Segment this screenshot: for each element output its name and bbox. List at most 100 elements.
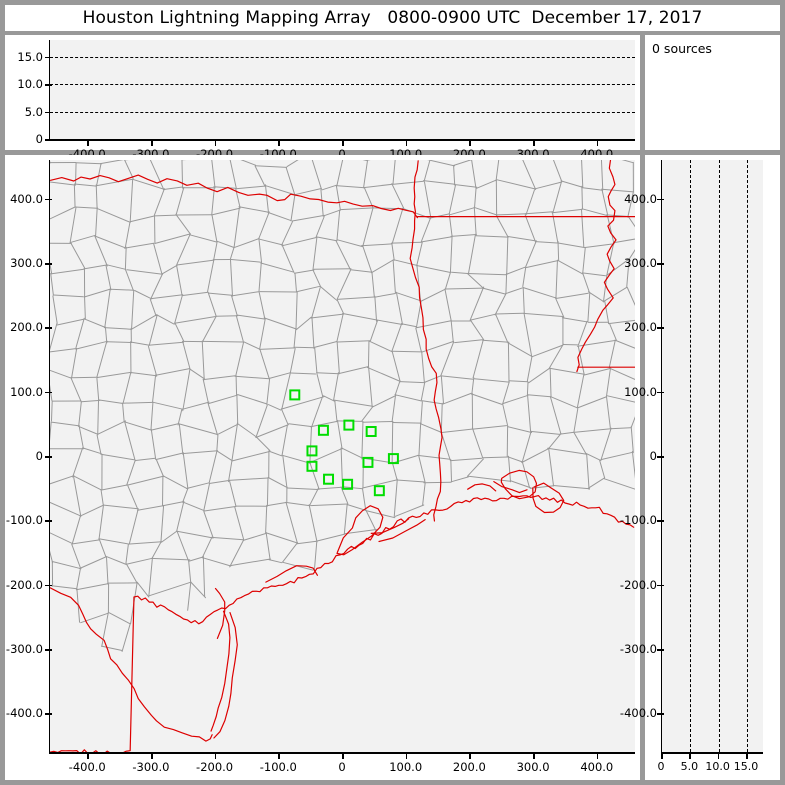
county-boundary-segment: [482, 287, 506, 295]
county-boundary-segment: [400, 323, 418, 328]
county-boundary-segment: [369, 319, 379, 342]
county-boundary-segment: [335, 185, 341, 211]
county-boundary-segment: [391, 350, 422, 353]
county-boundary-segment: [309, 448, 343, 464]
county-boundary-segment: [96, 163, 102, 186]
county-boundary-segment: [50, 421, 52, 442]
y-axis-tick: [45, 139, 52, 141]
bay-barrier-island: [370, 518, 410, 534]
county-boundary-segment: [290, 372, 317, 375]
county-boundary-segment: [495, 215, 509, 237]
county-boundary-segment: [391, 421, 394, 464]
county-boundary-segment: [391, 350, 401, 383]
county-boundary-segment: [156, 314, 175, 325]
galveston-island: [378, 519, 426, 543]
county-boundary-segment: [394, 504, 425, 517]
x-axis-tick: [533, 139, 535, 146]
county-boundary-segment: [423, 160, 431, 181]
county-boundary-segment: [281, 454, 312, 464]
county-boundary-segment: [208, 292, 233, 296]
lma-station-markers: [289, 389, 399, 497]
county-boundary-segment: [70, 376, 98, 379]
county-boundary-segment: [334, 400, 338, 423]
county-boundary-segment: [466, 458, 484, 477]
county-boundary-segment: [391, 208, 404, 245]
lma-station-marker: [342, 478, 354, 490]
padre-island: [213, 612, 238, 739]
y-axis-tick: [45, 520, 52, 522]
county-boundary-segment: [606, 215, 615, 244]
county-boundary-segment: [450, 457, 483, 462]
county-boundary-segment: [294, 188, 322, 196]
y-axis-tick-label: 300.0: [624, 255, 657, 270]
county-boundary-segment: [155, 452, 185, 460]
y-axis-tick-label: -100.0: [619, 513, 657, 528]
x-axis-tick-label: 200.0: [452, 760, 486, 774]
county-boundary-segment: [96, 341, 108, 378]
county-boundary-segment: [392, 462, 398, 480]
county-boundary-segment: [371, 259, 395, 274]
county-boundary-segment: [440, 402, 443, 433]
county-boundary-segment: [259, 348, 270, 380]
county-boundary-segment: [294, 272, 297, 293]
county-boundary-segment: [296, 316, 312, 330]
county-boundary-segment: [366, 366, 400, 382]
y-axis-tick-label: 10.0: [17, 77, 43, 91]
county-boundary-segment: [84, 295, 86, 319]
county-boundary-segment: [471, 427, 484, 459]
county-boundary-segment: [320, 189, 324, 217]
county-boundary-segment: [51, 585, 78, 590]
county-boundary-segment: [362, 207, 374, 247]
county-boundary-segment: [587, 292, 591, 323]
x-axis-tick: [661, 752, 663, 759]
county-boundary-segment: [391, 244, 395, 261]
county-boundary-segment: [258, 237, 263, 263]
texas-louisiana-border: [409, 160, 443, 522]
county-boundary-segment: [474, 207, 498, 216]
gridline-horizontal: [50, 56, 635, 58]
county-boundary-segment: [108, 612, 131, 625]
county-boundary-segment: [163, 186, 183, 190]
county-boundary-segment: [505, 272, 508, 294]
county-boundary-segment: [376, 319, 403, 325]
county-boundary-segment: [308, 488, 319, 507]
county-boundary-segment: [523, 312, 564, 317]
x-axis-tick: [405, 752, 408, 759]
y-axis-tick: [657, 520, 664, 522]
county-boundary-segment: [281, 243, 295, 273]
county-boundary-segment: [125, 543, 129, 564]
county-boundary-segment: [627, 191, 634, 218]
county-boundary-segment: [203, 483, 211, 511]
county-boundary-segment: [336, 313, 344, 342]
county-boundary-segment: [203, 510, 214, 539]
county-boundary-segment: [289, 348, 296, 373]
county-boundary-segment: [50, 206, 76, 220]
y-axis-tick-label: -300.0: [619, 642, 657, 657]
county-boundary-segment: [94, 235, 108, 267]
county-boundary-segment: [577, 345, 585, 376]
county-boundary-segment: [71, 543, 82, 569]
county-boundary-segment: [363, 183, 394, 189]
county-boundary-segment: [282, 455, 288, 488]
county-boundary-segment: [213, 186, 236, 189]
county-boundary-segment: [124, 246, 127, 271]
county-boundary-segment: [393, 259, 418, 266]
county-boundary-segment: [178, 424, 184, 455]
county-boundary-segment: [52, 561, 82, 570]
county-boundary-segment: [549, 367, 585, 375]
county-boundary-segment: [231, 422, 239, 462]
county-boundary-segment: [150, 294, 184, 300]
county-boundary-segment: [365, 508, 377, 532]
county-boundary-segment: [368, 365, 373, 407]
county-boundary-segment: [423, 181, 432, 219]
county-boundary-segment: [531, 344, 564, 358]
county-boundary-segment: [391, 241, 423, 244]
county-boundary-segment: [521, 460, 531, 489]
county-boundary-segment: [98, 399, 123, 404]
mississippi-delta: [532, 482, 565, 514]
county-boundary-segment: [604, 300, 610, 324]
county-boundary-segment: [208, 451, 218, 484]
county-boundary-segment: [229, 160, 237, 190]
y-axis-tick: [45, 391, 52, 394]
county-boundary-segment: [393, 478, 398, 518]
